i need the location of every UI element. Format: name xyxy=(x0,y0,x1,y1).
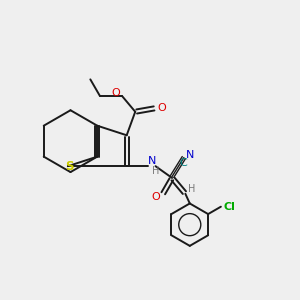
Text: O: O xyxy=(158,103,166,113)
Text: S: S xyxy=(65,160,74,173)
Text: N: N xyxy=(186,150,194,160)
Text: H: H xyxy=(152,166,159,176)
Text: O: O xyxy=(152,193,161,202)
Text: O: O xyxy=(111,88,120,98)
Text: H: H xyxy=(188,184,196,194)
Text: N: N xyxy=(148,156,156,166)
Text: C: C xyxy=(179,158,187,168)
Text: Cl: Cl xyxy=(223,202,235,212)
